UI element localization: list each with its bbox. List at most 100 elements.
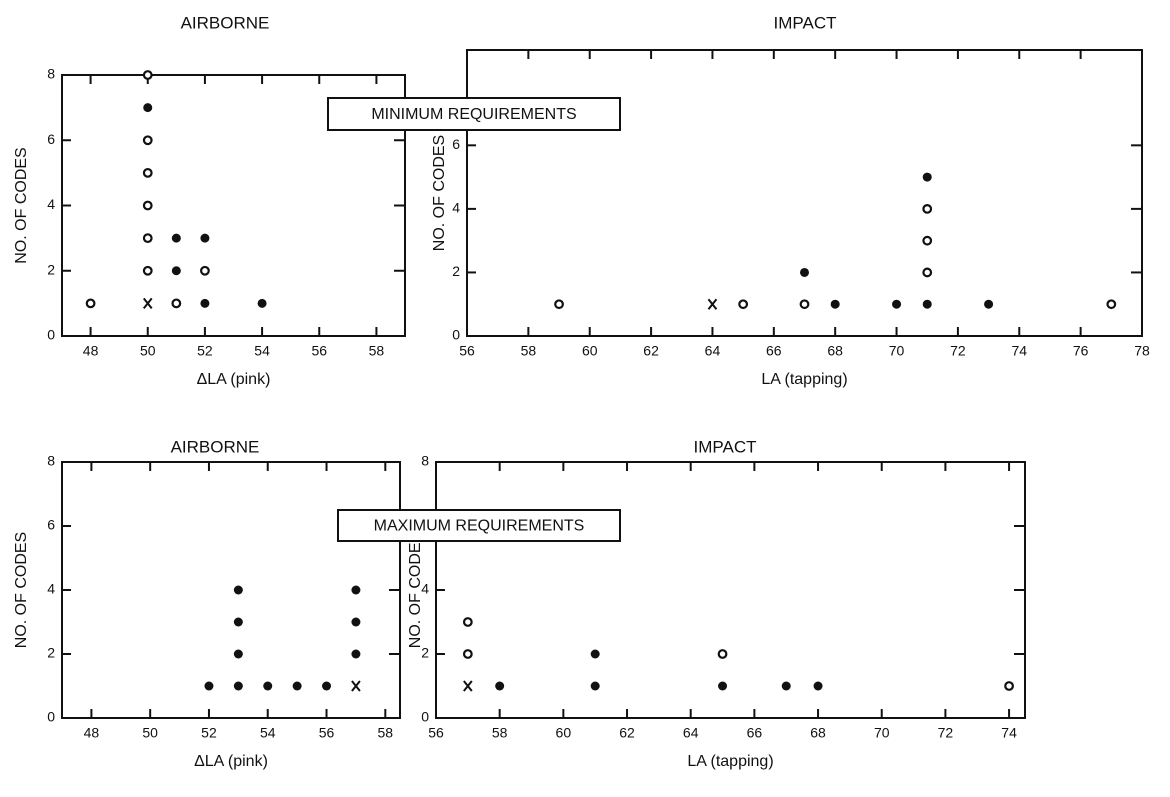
chart-title: IMPACT [694, 437, 757, 456]
point [707, 298, 718, 310]
chart-title: IMPACT [774, 13, 837, 32]
x-tick-label: 54 [260, 725, 276, 741]
y-tick-label: 4 [47, 581, 55, 597]
x-tick-label: 64 [683, 725, 699, 741]
point [590, 681, 600, 691]
point [142, 233, 153, 244]
x-axis-label: ΔLA (pink) [194, 753, 268, 770]
point [813, 681, 823, 691]
y-tick-label: 4 [421, 581, 429, 597]
point [85, 298, 96, 309]
point [922, 203, 933, 214]
y-tick-label: 6 [47, 517, 55, 533]
y-tick-label: 2 [421, 645, 429, 661]
x-tick-label: 48 [83, 343, 99, 359]
point [292, 681, 302, 691]
point [717, 649, 728, 659]
point [1004, 681, 1014, 691]
x-tick-label: 76 [1073, 343, 1089, 359]
point [781, 681, 791, 691]
annotation-box [337, 509, 621, 542]
point [738, 299, 749, 310]
x-tick-label: 54 [254, 343, 270, 359]
point [200, 265, 210, 276]
x-tick-label: 58 [378, 725, 394, 741]
point [142, 70, 153, 80]
point [171, 298, 182, 309]
x-tick-label: 68 [827, 343, 843, 359]
y-tick-label: 8 [421, 453, 429, 469]
y-axis-label: NO. OF CODES [13, 532, 30, 648]
y-axis-label: NO. OF CODES [431, 135, 448, 251]
point [322, 681, 332, 691]
x-axis-label: LA (tapping) [687, 753, 773, 770]
x-tick-label: 58 [521, 343, 537, 359]
x-tick-label: 60 [582, 343, 598, 359]
y-tick-label: 0 [47, 327, 55, 343]
x-tick-label: 74 [1001, 725, 1017, 741]
x-tick-label: 78 [1134, 343, 1150, 359]
point [718, 681, 728, 691]
point [263, 681, 273, 691]
x-tick-label: 50 [142, 725, 158, 741]
x-tick-label: 64 [705, 343, 721, 359]
point [204, 681, 214, 691]
y-tick-label: 4 [47, 196, 55, 212]
y-tick-label: 0 [47, 709, 55, 725]
x-tick-label: 56 [459, 343, 475, 359]
y-axis-label: NO. OF CODES [407, 532, 424, 648]
chart-title: AIRBORNE [181, 13, 270, 32]
point [554, 299, 564, 310]
point [351, 680, 361, 692]
plot-frame [435, 461, 1026, 719]
point [171, 266, 181, 276]
x-tick-label: 66 [766, 343, 782, 359]
plot-frame [61, 461, 401, 719]
point [142, 297, 153, 309]
point [984, 299, 994, 309]
point [142, 135, 153, 146]
point [922, 235, 933, 246]
x-tick-label: 58 [369, 343, 385, 359]
x-tick-label: 68 [810, 725, 826, 741]
x-tick-label: 52 [201, 725, 217, 741]
point [1106, 299, 1117, 310]
point [142, 200, 153, 211]
point [800, 267, 809, 277]
point [142, 265, 153, 276]
y-tick-label: 2 [47, 261, 55, 277]
point [922, 299, 932, 309]
x-tick-label: 58 [492, 725, 508, 741]
annotation-box [327, 97, 621, 131]
x-tick-label: 70 [889, 343, 905, 359]
point [922, 172, 932, 182]
x-tick-label: 74 [1011, 343, 1027, 359]
x-tick-label: 66 [747, 725, 763, 741]
x-tick-label: 48 [84, 725, 100, 741]
x-axis-label: ΔLA (pink) [197, 371, 271, 388]
y-tick-label: 0 [452, 327, 460, 343]
point [462, 617, 473, 627]
y-tick-label: 0 [421, 709, 429, 725]
point [257, 298, 267, 308]
x-tick-label: 56 [311, 343, 327, 359]
point [463, 680, 473, 692]
annotation: MINIMUM REQUIREMENTS [371, 106, 576, 123]
point [200, 233, 210, 243]
x-tick-label: 62 [619, 725, 635, 741]
point [590, 649, 600, 659]
annotation: MAXIMUM REQUIREMENTS [374, 518, 585, 535]
point [171, 233, 181, 243]
point [351, 649, 361, 659]
x-tick-label: 52 [197, 343, 213, 359]
point [351, 585, 361, 595]
x-tick-label: 50 [140, 343, 156, 359]
point [892, 299, 902, 309]
chart-title: AIRBORNE [171, 437, 260, 456]
y-tick-label: 2 [452, 263, 460, 279]
point [495, 681, 505, 691]
point [200, 298, 210, 308]
point [233, 617, 243, 627]
point [351, 617, 361, 627]
